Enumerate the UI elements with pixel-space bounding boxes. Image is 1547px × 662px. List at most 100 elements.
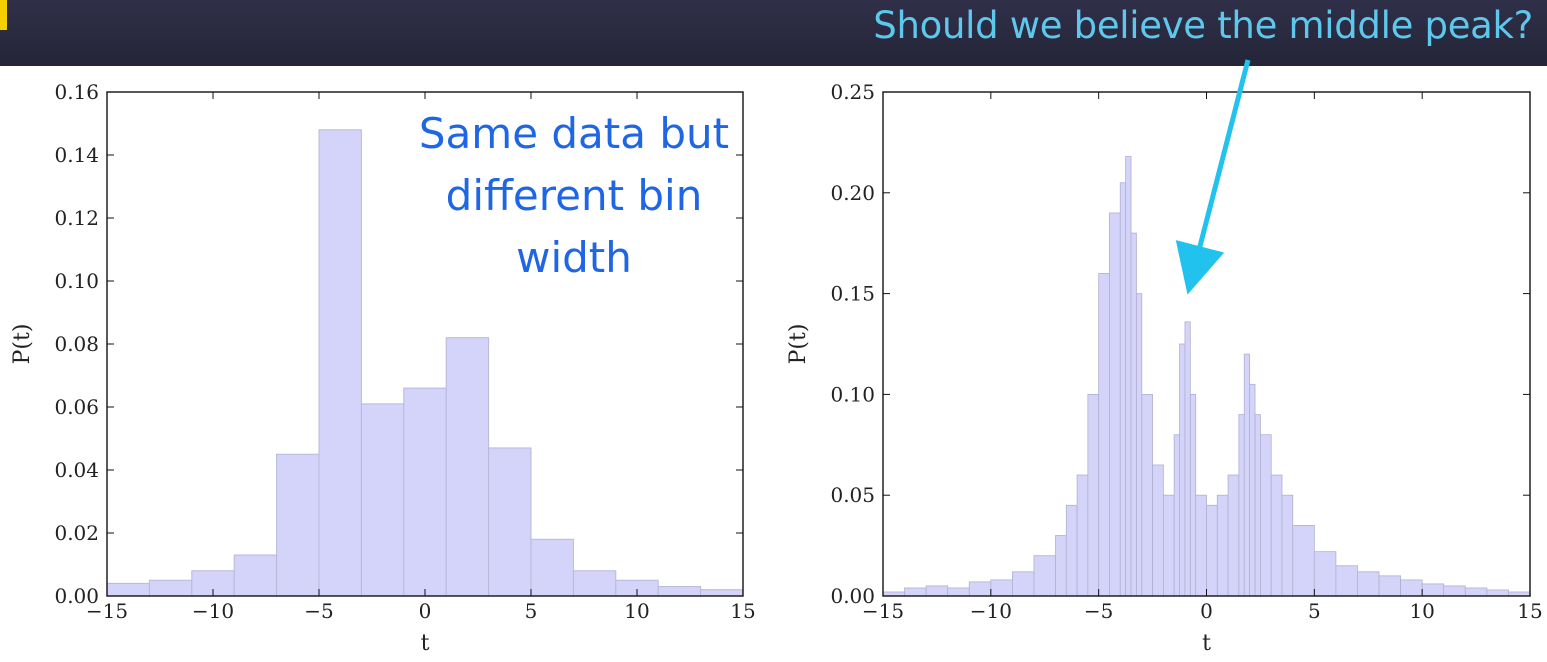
histogram-bar xyxy=(1141,393,1153,597)
histogram-bar xyxy=(1335,565,1358,597)
y-tick-label: 0.02 xyxy=(54,521,99,545)
histogram-bar xyxy=(1281,494,1294,597)
histogram-bar xyxy=(106,582,150,597)
callout-arrow xyxy=(1175,59,1251,295)
histogram-bar xyxy=(1270,474,1283,597)
histogram-bar xyxy=(1173,434,1180,597)
x-tick-label: 5 xyxy=(1308,599,1321,623)
histogram-bar xyxy=(947,587,970,597)
y-tick-label: 0.00 xyxy=(830,584,875,608)
y-axis-label: P(t) xyxy=(786,324,811,365)
y-axis-label: P(t) xyxy=(10,324,35,365)
histogram-bar xyxy=(1055,535,1067,597)
histogram-bar xyxy=(1130,232,1137,597)
x-tick-label: −10 xyxy=(970,599,1012,623)
histogram-bar xyxy=(968,581,992,597)
histogram-bar xyxy=(1087,393,1100,597)
histogram-bar xyxy=(904,587,927,597)
histogram-bar xyxy=(445,337,490,597)
histogram-bar xyxy=(1109,212,1121,597)
histogram-bar xyxy=(1162,494,1175,597)
histogram-bar xyxy=(925,585,949,597)
histogram-bar xyxy=(990,579,1013,597)
histogram-bar xyxy=(360,403,405,597)
x-tick-label: 15 xyxy=(730,599,755,623)
y-tick-label: 0.06 xyxy=(54,395,99,419)
histogram-bar xyxy=(1136,293,1143,597)
histogram-bar xyxy=(1195,494,1207,597)
y-tick-label: 0.14 xyxy=(54,143,99,167)
histogram-bar xyxy=(1486,589,1509,597)
annotation-line-2: different bin xyxy=(446,171,703,220)
histogram-bar xyxy=(657,586,702,597)
x-tick-label: 5 xyxy=(525,599,538,623)
histogram-bar xyxy=(530,538,574,597)
histogram-bar xyxy=(1378,575,1401,597)
y-tick-label: 0.00 xyxy=(54,584,99,608)
y-tick-label: 0.15 xyxy=(830,282,875,306)
y-tick-label: 0.16 xyxy=(54,80,99,104)
histogram-bar xyxy=(1421,583,1445,597)
annotation-line-1: Same data but xyxy=(419,109,729,158)
y-tick-label: 0.10 xyxy=(54,269,99,293)
x-tick-label: 10 xyxy=(624,599,649,623)
histogram-bar xyxy=(318,129,362,597)
y-tick-label: 0.05 xyxy=(830,483,875,507)
histogram-bar xyxy=(1292,525,1315,597)
x-tick-label: −15 xyxy=(86,599,128,623)
y-tick-label: 0.08 xyxy=(54,332,99,356)
histogram-bar xyxy=(1464,587,1488,597)
x-tick-label: 15 xyxy=(1517,599,1542,623)
x-axis-label: t xyxy=(421,631,430,656)
histogram-bar xyxy=(1125,156,1132,597)
slide-header-bar: Should we believe the middle peak? xyxy=(0,0,1547,66)
x-tick-label: 0 xyxy=(419,599,432,623)
histogram-bar xyxy=(1033,555,1056,597)
histogram-bar xyxy=(1184,321,1191,597)
histogram-wide-bins: −15 −10 −5 0 5 10 15 0.00 0.02 0.04 0.06 0.08 0.10 0.… xyxy=(10,80,756,656)
histogram-bar xyxy=(488,447,532,597)
y-tick-label: 0.04 xyxy=(54,458,99,482)
histogram-bar xyxy=(1313,551,1337,597)
histogram-bar xyxy=(572,570,617,597)
annotation-line-3: width xyxy=(516,233,632,282)
histogram-bar xyxy=(1179,343,1186,597)
x-tick-label: −10 xyxy=(192,599,234,623)
histogram-narrow-bins: −15 −10 −5 0 5 10 15 0.00 0.05 0.10 0.15 0.20 0.25 t P… xyxy=(786,80,1543,656)
histogram-bar xyxy=(403,387,447,597)
histogram-bar xyxy=(276,453,320,597)
x-tick-label: 10 xyxy=(1409,599,1434,623)
y-tick-label: 0.12 xyxy=(54,206,99,230)
x-axis-label: t xyxy=(1202,631,1211,656)
x-tick-label: −5 xyxy=(304,599,333,623)
histogram-bar xyxy=(1076,474,1089,597)
x-tick-label: −15 xyxy=(862,599,904,623)
histogram-bar xyxy=(1065,504,1078,597)
histogram-bar xyxy=(1400,579,1423,597)
histogram-bar xyxy=(148,579,193,597)
y-tick-label: 0.25 xyxy=(830,80,875,104)
histogram-bar xyxy=(1119,182,1127,597)
histogram-bar xyxy=(1227,474,1240,597)
histogram-bar xyxy=(233,554,278,597)
x-tick-label: −5 xyxy=(1084,599,1113,623)
histogram-bar xyxy=(1152,464,1164,597)
x-tick-label: 0 xyxy=(1200,599,1213,623)
callout-question: Should we believe the middle peak? xyxy=(873,4,1533,47)
header-accent-mark xyxy=(0,0,7,30)
histogram-bar xyxy=(1243,353,1251,597)
histogram-bar xyxy=(1357,571,1380,597)
histogram-bar xyxy=(1443,585,1466,597)
histogram-bar xyxy=(700,589,744,597)
histogram-bar xyxy=(1216,494,1229,597)
histogram-bar xyxy=(1189,393,1197,597)
histogram-bar xyxy=(1098,273,1110,597)
histogram-bar xyxy=(1249,383,1256,597)
y-tick-label: 0.10 xyxy=(830,382,875,406)
histogram-bar xyxy=(1012,571,1035,597)
histogram-bar xyxy=(1254,414,1261,597)
histogram-bar xyxy=(1206,504,1218,597)
histogram-bar xyxy=(1238,414,1245,597)
y-tick-label: 0.20 xyxy=(830,181,875,205)
